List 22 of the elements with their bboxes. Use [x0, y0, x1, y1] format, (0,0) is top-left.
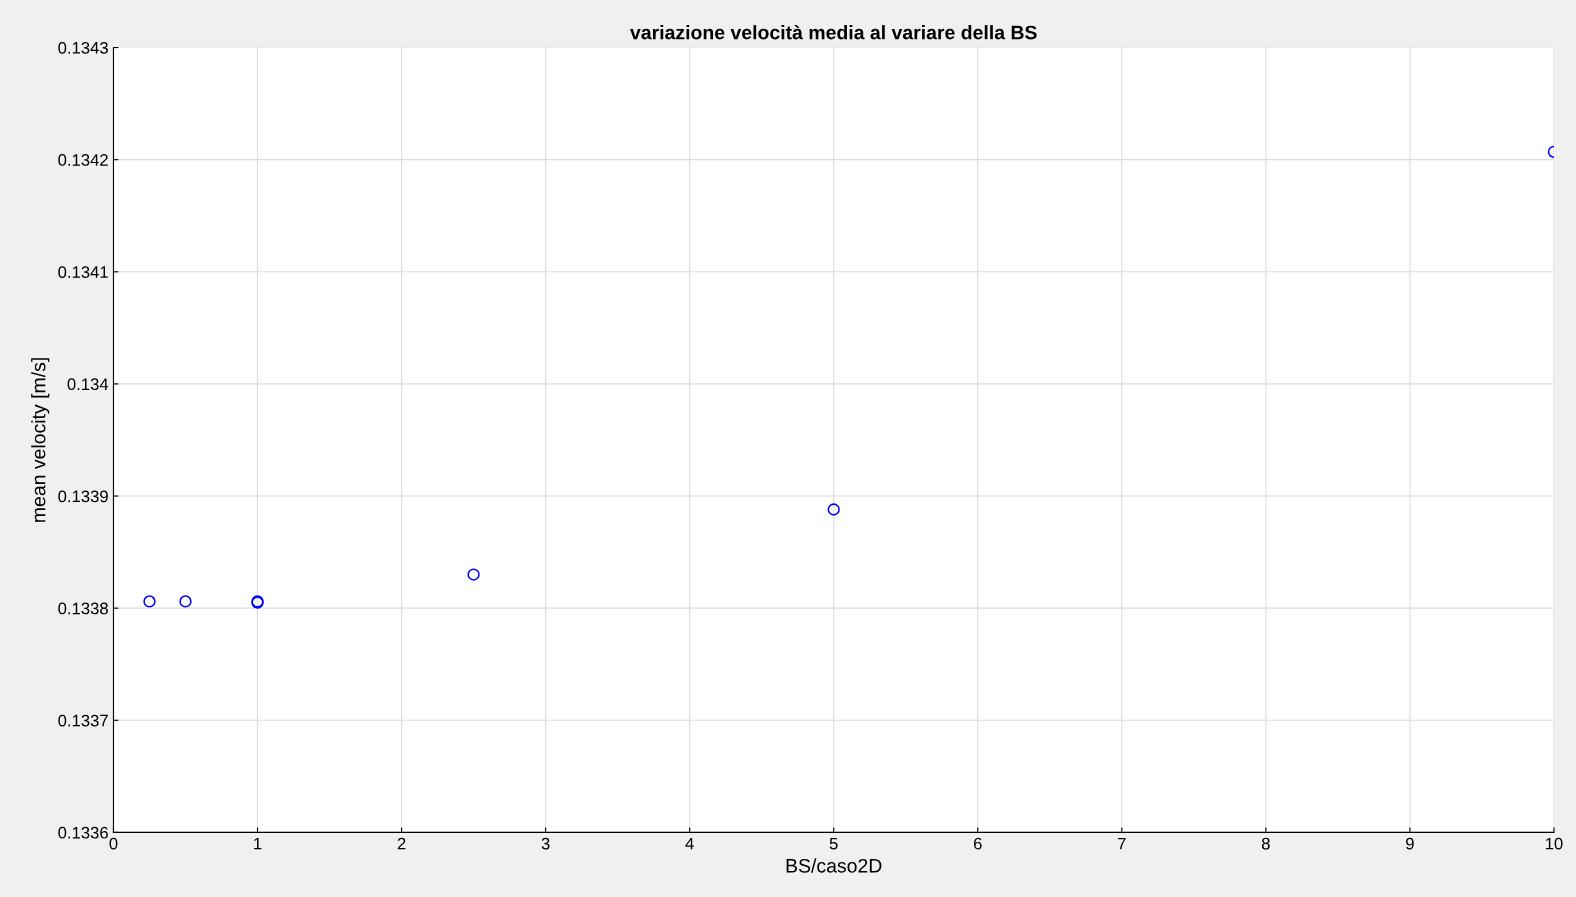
x-tick-label: 6	[973, 837, 982, 850]
x-tick-label: 3	[541, 837, 550, 850]
y-tick-label: 0.1338	[58, 602, 108, 615]
chart-title: variazione velocità media al variare della BS	[630, 24, 1037, 40]
x-tick-label: 10	[1545, 837, 1563, 850]
x-tick-label: 7	[1118, 837, 1126, 850]
x-tick-label: 8	[1261, 837, 1270, 850]
y-tick-label: 0.1339	[58, 490, 108, 503]
x-tick-label: 1	[254, 837, 262, 850]
x-tick-label: 4	[685, 837, 694, 850]
y-axis-title: mean velocity [m/s]	[31, 358, 50, 522]
y-tick-label: 0.1343	[58, 41, 108, 54]
x-tick-label: 2	[397, 837, 406, 850]
y-tick-label: 0.1336	[58, 826, 108, 839]
y-tick-label: 0.1341	[58, 266, 108, 278]
y-tick-label: 0.134	[67, 378, 109, 391]
x-axis-title: BS/caso2D	[786, 858, 882, 873]
y-tick-label: 0.1342	[58, 154, 108, 166]
y-tick-label: 0.1337	[58, 714, 108, 727]
x-tick-label: 9	[1406, 837, 1414, 850]
x-tick-label: 0	[109, 837, 118, 850]
x-tick-label: 5	[829, 837, 838, 850]
